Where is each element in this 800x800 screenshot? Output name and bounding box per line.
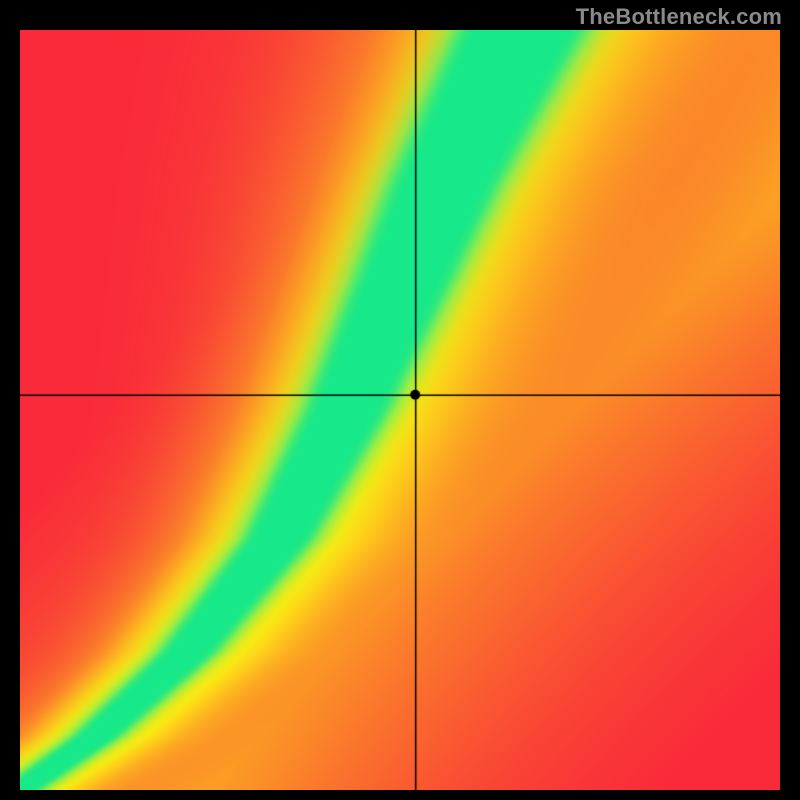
chart-container: TheBottleneck.com [0, 0, 800, 800]
watermark-text: TheBottleneck.com [576, 4, 782, 30]
heatmap-canvas [20, 30, 780, 790]
